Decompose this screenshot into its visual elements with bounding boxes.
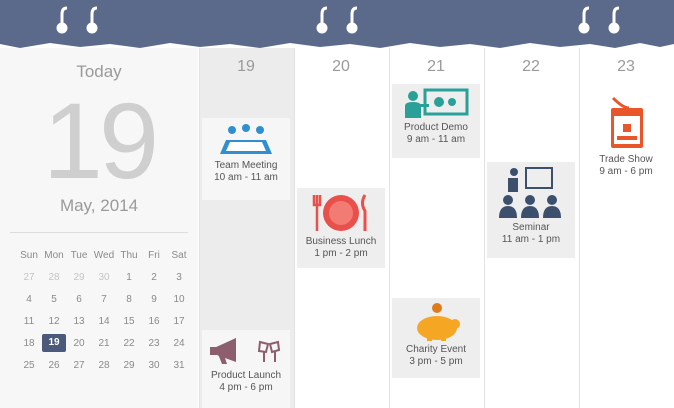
day-header: 23 [617,58,635,75]
date-cell: 25 [23,360,35,371]
date-cell: 28 [98,360,110,371]
date-cell: 13 [73,316,85,327]
event-time: 11 am - 1 pm [501,234,561,245]
date-cell: 16 [148,316,160,327]
event-time: 10 am - 11 am [214,172,278,183]
day-header: 22 [522,58,540,75]
date-cell: 1 [126,272,132,283]
divider [10,232,188,233]
weekday-label: Thu [120,250,138,261]
date-cell: 6 [76,294,82,305]
date-cell: 24 [173,338,185,349]
weekday-label: Tue [70,250,88,261]
event-title: Seminar [512,222,550,233]
weekday-label: Sat [171,250,187,261]
date-cell: 27 [73,360,85,371]
event-time: 1 pm - 2 pm [314,248,368,259]
date-cell: 4 [26,294,32,305]
date-cell: 2 [151,272,157,283]
event-card: Team Meeting 10 am - 11 am [202,118,290,200]
event-title: Charity Event [405,344,467,355]
event-title: Trade Show [599,154,653,165]
event-card: Product Launch 4 pm - 6 pm [202,330,290,408]
weekday-label: Sun [20,250,38,261]
event-icon [220,124,272,154]
date-cell: 29 [123,360,135,371]
date-cell: 9 [151,294,157,305]
event-card: Charity Event 3 pm - 5 pm [392,298,480,378]
event-card: Business Lunch 1 pm - 2 pm [297,188,385,268]
date-cell: 5 [51,294,57,305]
date-cell: 11 [23,316,35,327]
weekday-label: Fri [148,250,160,261]
event-title: Team Meeting [214,160,278,171]
date-cell: 23 [148,338,160,349]
event-card: Trade Show 9 am - 6 pm [582,92,670,188]
date-cell: 30 [148,360,160,371]
date-cell: 10 [173,294,185,305]
day-header: 21 [427,58,445,75]
today-day: 19 [42,80,159,201]
date-cell: 14 [98,316,110,327]
date-cell: 12 [48,316,60,327]
event-title: Product Demo [404,122,468,133]
event-icon [499,167,561,218]
date-cell: 20 [73,338,85,349]
event-time: 9 am - 6 pm [599,166,653,177]
event-icon [210,338,281,364]
date-cell: 28 [48,272,60,283]
day-header: 19 [237,58,255,75]
weekday-label: Mon [44,250,64,261]
date-cell: 29 [73,272,85,283]
day-header: 20 [332,58,350,75]
date-cell: 18 [23,338,35,349]
event-time: 4 pm - 6 pm [219,382,273,393]
event-title: Business Lunch [305,236,377,247]
date-cell: 21 [98,338,110,349]
event-icon [312,194,367,231]
today-label: Today [76,62,122,81]
event-icon [611,96,643,148]
date-cell: 3 [176,272,182,283]
today-month: May, 2014 [59,196,139,215]
event-card: Product Demo 9 am - 11 am [392,84,480,158]
event-icon [417,303,460,341]
date-cell: 7 [101,294,107,305]
event-title: Product Launch [210,370,282,381]
today-panel [0,48,198,408]
selected-date: 19 [42,334,66,352]
date-cell: 15 [123,316,135,327]
date-cell: 30 [98,272,110,283]
date-cell: 8 [126,294,132,305]
date-cell: 31 [173,360,185,371]
banner [0,0,674,48]
date-cell: 17 [173,316,185,327]
event-card: Seminar 11 am - 1 pm [487,162,575,258]
date-cell: 27 [23,272,35,283]
date-cell: 22 [123,338,135,349]
event-time: 3 pm - 5 pm [409,356,463,367]
event-icon [405,88,469,118]
weekday-label: Wed [93,250,115,261]
date-cell: 26 [48,360,60,371]
event-time: 9 am - 11 am [406,134,466,145]
